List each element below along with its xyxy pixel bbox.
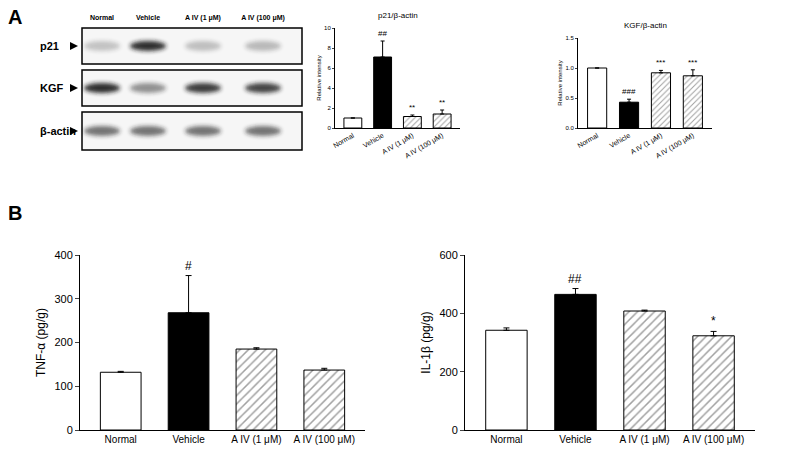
svg-text:###: ###	[622, 87, 636, 96]
svg-text:A IV (100 μM): A IV (100 μM)	[654, 132, 695, 160]
svg-text:A IV (100 μM): A IV (100 μM)	[294, 434, 355, 445]
svg-text:Relative intensity: Relative intensity	[316, 55, 322, 100]
svg-text:Vehicle: Vehicle	[608, 132, 631, 149]
svg-text:300: 300	[54, 293, 72, 305]
svg-text:A IV (1 μM): A IV (1 μM)	[185, 14, 221, 22]
svg-text:IL-1β (pg/g): IL-1β (pg/g)	[419, 311, 433, 373]
svg-text:10: 10	[324, 25, 331, 31]
svg-text:0: 0	[452, 424, 458, 436]
svg-text:Vehicle: Vehicle	[559, 434, 592, 445]
svg-text:2: 2	[327, 105, 331, 111]
svg-text:*: *	[711, 314, 716, 328]
svg-text:0: 0	[327, 125, 331, 131]
svg-text:Vehicle: Vehicle	[136, 14, 160, 21]
svg-text:1.0: 1.0	[565, 65, 574, 71]
svg-text:A: A	[8, 6, 22, 28]
svg-text:400: 400	[439, 307, 457, 319]
svg-text:#: #	[185, 259, 192, 273]
svg-text:##: ##	[568, 272, 582, 286]
svg-text:Normal: Normal	[490, 434, 522, 445]
svg-text:***: ***	[656, 58, 665, 67]
svg-text:A IV (100 μM): A IV (100 μM)	[241, 14, 285, 22]
svg-text:0.0: 0.0	[565, 125, 574, 131]
svg-text:##: ##	[378, 29, 387, 38]
svg-text:8: 8	[327, 45, 331, 51]
svg-text:100: 100	[54, 380, 72, 392]
svg-text:1.5: 1.5	[565, 35, 574, 41]
svg-text:Normal: Normal	[576, 132, 599, 150]
svg-text:p21/β-actin: p21/β-actin	[378, 11, 418, 20]
svg-text:600: 600	[439, 249, 457, 261]
svg-text:Vehicle: Vehicle	[362, 132, 385, 149]
svg-text:4: 4	[327, 85, 331, 91]
svg-text:A IV (100 μM): A IV (100 μM)	[404, 132, 445, 160]
svg-text:B: B	[8, 202, 22, 224]
svg-text:0.5: 0.5	[565, 95, 574, 101]
svg-text:A IV (1 μM): A IV (1 μM)	[619, 434, 669, 445]
svg-text:6: 6	[327, 65, 331, 71]
svg-text:KGF/β-actin: KGF/β-actin	[624, 21, 667, 30]
svg-text:A IV (100 μM): A IV (100 μM)	[683, 434, 744, 445]
svg-text:**: **	[409, 103, 415, 112]
svg-text:***: ***	[688, 58, 697, 67]
svg-text:KGF: KGF	[40, 82, 64, 94]
svg-text:A IV (1 μM): A IV (1 μM)	[381, 132, 415, 157]
svg-text:**: **	[439, 98, 445, 107]
svg-text:p21: p21	[40, 40, 59, 52]
svg-text:Normal: Normal	[90, 14, 114, 21]
svg-text:200: 200	[439, 366, 457, 378]
svg-text:β-actin: β-actin	[40, 125, 76, 137]
svg-text:A IV (1 μM): A IV (1 μM)	[629, 132, 663, 157]
svg-text:Normal: Normal	[332, 132, 355, 150]
svg-text:TNF-α (pg/g): TNF-α (pg/g)	[34, 308, 48, 377]
svg-text:400: 400	[54, 249, 72, 261]
svg-text:Vehicle: Vehicle	[172, 434, 205, 445]
svg-text:Normal: Normal	[105, 434, 137, 445]
svg-text:A IV (1 μM): A IV (1 μM)	[231, 434, 281, 445]
svg-text:0: 0	[67, 424, 73, 436]
svg-text:Relative intensity: Relative intensity	[557, 60, 563, 105]
svg-text:200: 200	[54, 336, 72, 348]
